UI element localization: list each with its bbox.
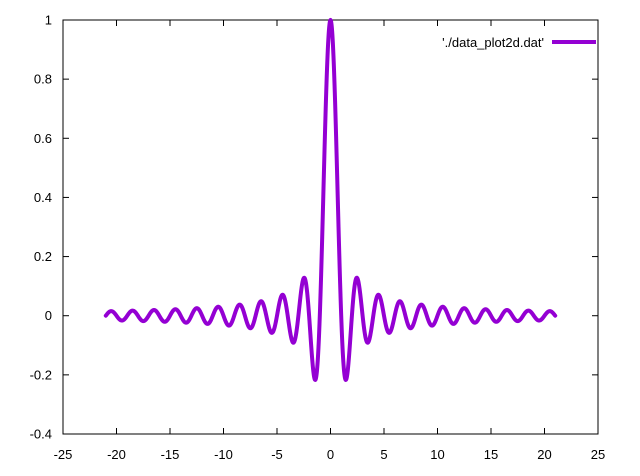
x-tick-label: -20	[107, 447, 126, 462]
x-tick-label: 5	[380, 447, 387, 462]
y-tick-label: -0.2	[30, 367, 52, 382]
series-line	[103, 18, 558, 382]
y-tick-label: 0.4	[34, 190, 52, 205]
x-tick-label: -25	[54, 447, 73, 462]
x-tick-labels: -25 -20 -15 -10 -5 0 5 10 15 20 25	[54, 447, 606, 462]
x-tick-label: 10	[430, 447, 444, 462]
axis-ticks	[62, 19, 599, 435]
x-tick-label: -10	[214, 447, 233, 462]
y-tick-label: 0.8	[34, 72, 52, 87]
plot-frame	[62, 19, 599, 435]
y-tick-label: 0.2	[34, 249, 52, 264]
x-tick-label: -15	[161, 447, 180, 462]
x-tick-label: 20	[537, 447, 551, 462]
y-tick-label: 1	[45, 13, 52, 28]
legend-label: './data_plot2d.dat'	[442, 35, 544, 50]
x-tick-label: 15	[484, 447, 498, 462]
y-tick-labels: -0.4 -0.2 0 0.2 0.4 0.6 0.8 1	[30, 13, 52, 442]
x-tick-label: 25	[591, 447, 605, 462]
legend: './data_plot2d.dat'	[442, 35, 596, 50]
y-tick-label: 0.6	[34, 131, 52, 146]
y-tick-label: 0	[45, 308, 52, 323]
y-tick-label: -0.4	[30, 427, 52, 442]
x-tick-label: -5	[271, 447, 283, 462]
x-tick-label: 0	[327, 447, 334, 462]
